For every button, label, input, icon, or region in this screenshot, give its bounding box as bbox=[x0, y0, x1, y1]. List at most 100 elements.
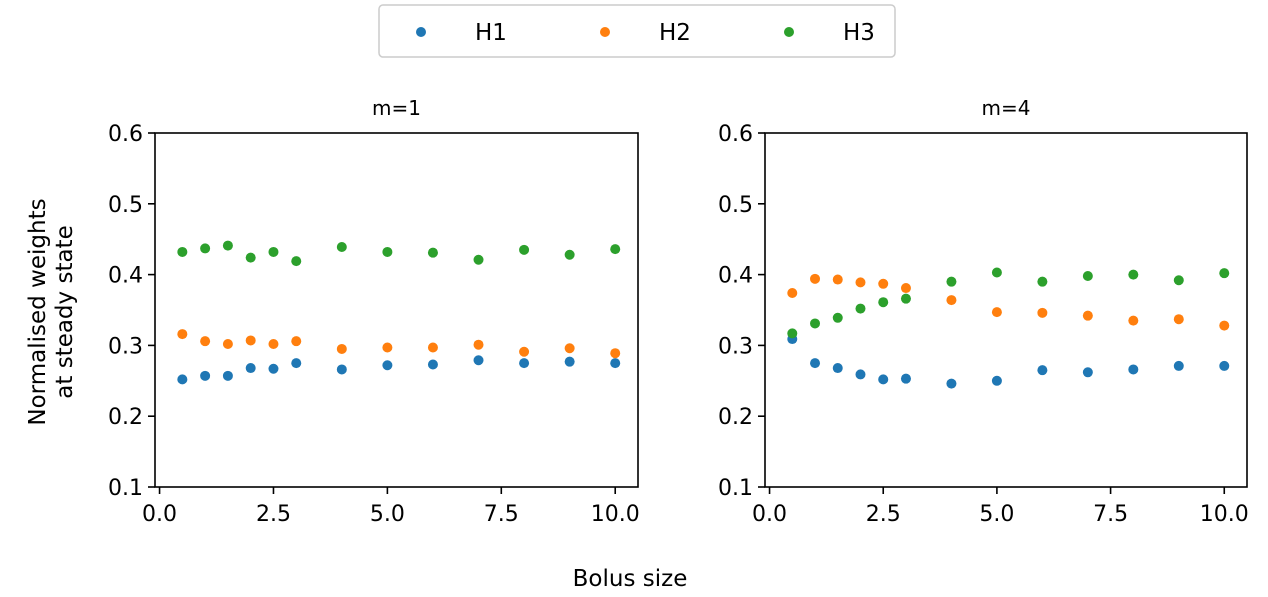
point-h2 bbox=[787, 288, 798, 299]
axes-frame bbox=[154, 132, 639, 488]
y-tick-label: 0.1 bbox=[108, 476, 143, 501]
y-tick-label: 0.1 bbox=[718, 476, 753, 501]
x-tick-label: 5.0 bbox=[979, 502, 1014, 527]
point-h3 bbox=[177, 246, 188, 257]
point-h1 bbox=[1128, 364, 1139, 375]
point-h3 bbox=[1082, 271, 1093, 282]
point-h1 bbox=[610, 358, 621, 369]
legend-label-h3: H3 bbox=[843, 20, 875, 46]
point-h3 bbox=[519, 244, 530, 255]
point-h3 bbox=[1173, 275, 1184, 286]
point-h3 bbox=[810, 318, 821, 329]
point-h2 bbox=[1037, 307, 1048, 318]
point-h2 bbox=[519, 346, 530, 357]
point-h1 bbox=[1173, 360, 1184, 371]
point-h3 bbox=[200, 243, 211, 254]
point-h2 bbox=[245, 335, 256, 346]
x-tick-label: 2.5 bbox=[866, 502, 901, 527]
point-h2 bbox=[991, 307, 1002, 318]
y-tick-label: 0.5 bbox=[108, 193, 143, 218]
point-h2 bbox=[336, 343, 347, 354]
point-h2 bbox=[200, 336, 211, 347]
x-tick-label: 7.5 bbox=[1093, 502, 1128, 527]
legend-marker-h1 bbox=[416, 27, 426, 37]
point-h1 bbox=[473, 355, 484, 366]
legend-label-h1: H1 bbox=[475, 20, 507, 46]
x-axis-label: Bolus size bbox=[573, 566, 688, 592]
y-tick-label: 0.2 bbox=[108, 405, 143, 430]
point-h1 bbox=[946, 378, 957, 389]
point-h2 bbox=[268, 338, 279, 349]
point-h1 bbox=[810, 358, 821, 369]
point-h3 bbox=[427, 247, 438, 258]
point-h3 bbox=[564, 249, 575, 260]
point-h3 bbox=[336, 241, 347, 252]
x-tick-label: 2.5 bbox=[256, 502, 291, 527]
panel-m1: m=1 0.1 0.2 0.3 0.4 0.5 0.6 0.0 2.5 5.0 7.5 10.0 bbox=[108, 96, 640, 527]
point-h2 bbox=[382, 342, 393, 353]
x-tick-label: 7.5 bbox=[484, 502, 519, 527]
point-h3 bbox=[787, 328, 798, 339]
point-h1 bbox=[1037, 365, 1048, 376]
legend: H1 H2 H3 bbox=[378, 4, 896, 58]
point-h3 bbox=[1128, 269, 1139, 280]
point-h1 bbox=[878, 374, 889, 385]
point-h2 bbox=[1128, 315, 1139, 326]
point-h1 bbox=[519, 358, 530, 369]
point-h2 bbox=[832, 274, 843, 285]
y-axis-label-line1: Normalised weights bbox=[25, 198, 51, 425]
point-h3 bbox=[991, 267, 1002, 278]
point-h3 bbox=[268, 246, 279, 257]
legend-label-h2: H2 bbox=[659, 20, 691, 46]
point-h1 bbox=[564, 356, 575, 367]
point-h2 bbox=[473, 339, 484, 350]
point-h2 bbox=[1082, 310, 1093, 321]
legend-frame bbox=[378, 4, 896, 58]
point-h2 bbox=[1219, 320, 1230, 331]
point-h3 bbox=[1037, 276, 1048, 287]
point-h1 bbox=[382, 360, 393, 371]
point-h2 bbox=[878, 278, 889, 289]
point-h2 bbox=[291, 336, 302, 347]
point-h1 bbox=[200, 370, 211, 381]
x-tick-label: 10.0 bbox=[591, 502, 640, 527]
point-h1 bbox=[245, 363, 256, 374]
y-tick-label: 0.3 bbox=[718, 334, 753, 359]
y-tick-label: 0.3 bbox=[108, 334, 143, 359]
point-h2 bbox=[610, 348, 621, 359]
point-h2 bbox=[855, 277, 866, 288]
point-h1 bbox=[427, 359, 438, 370]
point-h3 bbox=[222, 240, 233, 251]
point-h1 bbox=[268, 363, 279, 374]
x-tick-label: 10.0 bbox=[1200, 502, 1249, 527]
point-h1 bbox=[222, 370, 233, 381]
y-tick-label: 0.6 bbox=[108, 122, 143, 147]
panel-m4: m=4 0.1 0.2 0.3 0.4 0.5 0.6 0.0 2.5 5.0 7.5 10.0 bbox=[718, 96, 1249, 527]
point-h2 bbox=[222, 338, 233, 349]
point-h1 bbox=[1219, 360, 1230, 371]
point-h3 bbox=[473, 254, 484, 265]
point-h2 bbox=[177, 329, 188, 340]
point-h3 bbox=[610, 244, 621, 255]
point-h3 bbox=[900, 293, 911, 304]
panel-title: m=1 bbox=[372, 96, 421, 120]
point-h1 bbox=[291, 358, 302, 369]
legend-marker-h2 bbox=[600, 27, 610, 37]
y-tick-label: 0.5 bbox=[718, 193, 753, 218]
x-tick-label: 0.0 bbox=[142, 502, 177, 527]
y-tick-label: 0.4 bbox=[108, 264, 143, 289]
point-h2 bbox=[427, 342, 438, 353]
x-tick-label: 0.0 bbox=[752, 502, 787, 527]
point-h1 bbox=[832, 363, 843, 374]
point-h3 bbox=[291, 256, 302, 267]
point-h1 bbox=[900, 373, 911, 384]
point-h3 bbox=[878, 297, 889, 308]
y-tick-label: 0.2 bbox=[718, 405, 753, 430]
panel-title: m=4 bbox=[982, 96, 1031, 120]
axes-frame bbox=[764, 132, 1248, 488]
point-h2 bbox=[946, 295, 957, 306]
point-h3 bbox=[946, 276, 957, 287]
y-tick-label: 0.6 bbox=[718, 122, 753, 147]
point-h2 bbox=[1173, 314, 1184, 325]
